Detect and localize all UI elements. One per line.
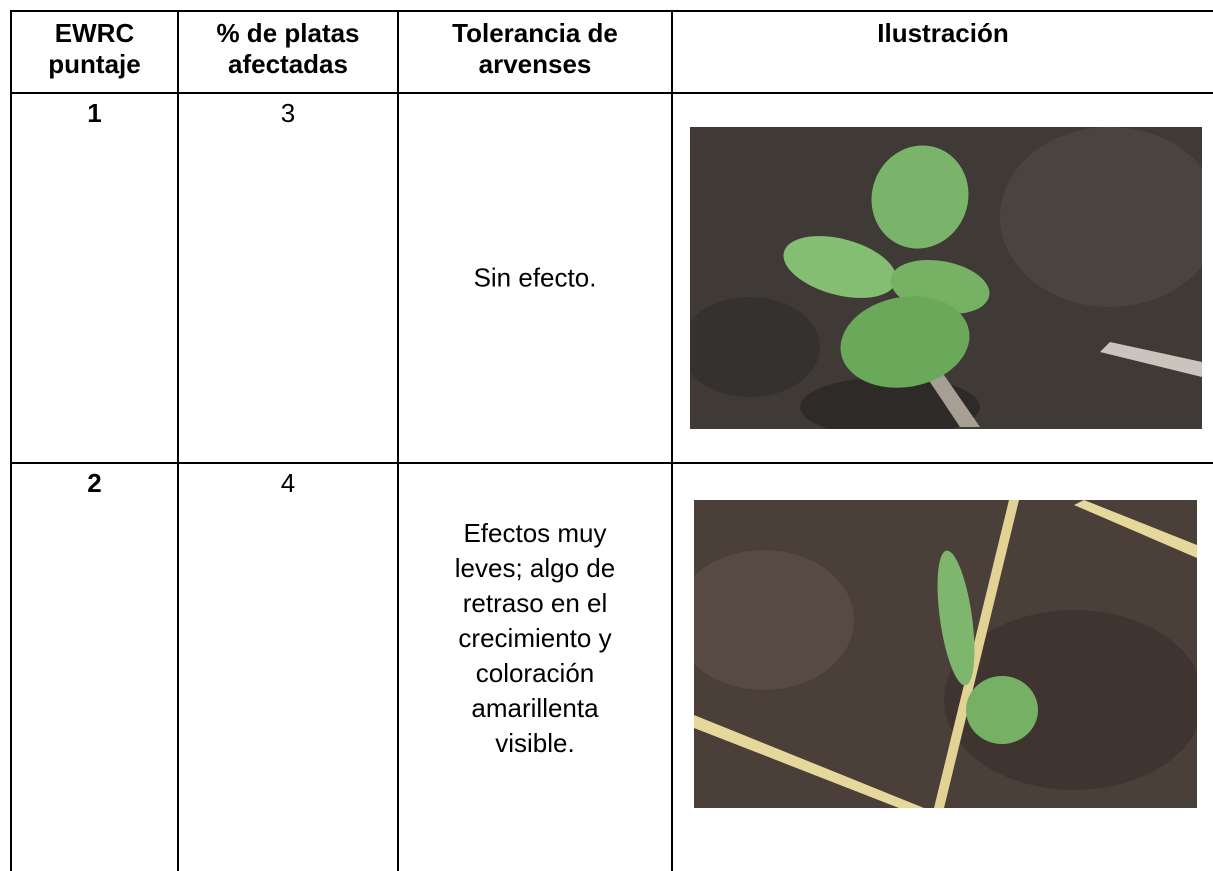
cell: 2 — [10, 462, 177, 871]
header-text: % de platas afectadas — [216, 18, 360, 79]
header-cell: % de platas afectadas — [177, 10, 397, 92]
header-cell: Tolerancia de arvenses — [397, 10, 671, 92]
tolerance: Sin efecto. — [473, 262, 597, 293]
percent: 4 — [280, 468, 296, 498]
cell — [671, 462, 1213, 871]
cell — [671, 92, 1213, 462]
header-text: Tolerancia de arvenses — [452, 18, 618, 79]
cell: 4 — [177, 462, 397, 871]
photo — [690, 127, 1202, 429]
photo — [694, 500, 1197, 808]
header-text: EWRC puntaje — [48, 18, 141, 79]
cell: Sin efecto. — [397, 92, 671, 462]
header-cell: Ilustración — [671, 10, 1213, 92]
score: 2 — [87, 468, 102, 498]
score: 1 — [87, 98, 102, 128]
header-text: Ilustración — [877, 18, 1009, 48]
cell: 3 — [177, 92, 397, 462]
tolerance: Efectos muy leves; algo de retraso en el… — [454, 518, 616, 758]
header-cell: EWRC puntaje — [10, 10, 177, 92]
percent: 3 — [280, 98, 296, 128]
cell: 1 — [10, 92, 177, 462]
cell: Efectos muy leves; algo de retraso en el… — [397, 462, 671, 871]
